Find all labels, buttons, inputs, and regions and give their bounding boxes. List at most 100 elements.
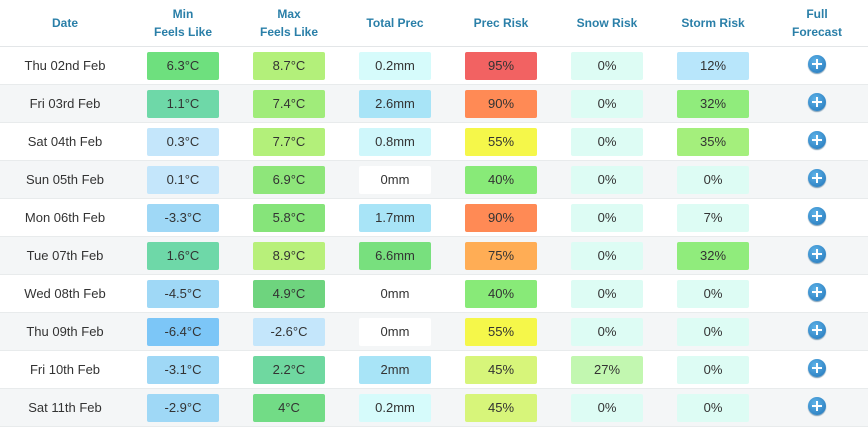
date-cell: Thu 09th Feb	[0, 312, 130, 351]
full-forecast-button[interactable]	[808, 207, 826, 225]
column-header: Max Feels Like	[236, 0, 342, 47]
value-cell: 90%	[448, 198, 554, 237]
value-box: 0%	[571, 51, 643, 80]
value-box: 45%	[465, 355, 537, 384]
full-forecast-button[interactable]	[808, 131, 826, 149]
column-header: Total Prec	[342, 0, 448, 47]
value-cell: 0%	[554, 46, 660, 85]
date-cell: Wed 08th Feb	[0, 274, 130, 313]
value-cell: 55%	[448, 312, 554, 351]
value-box: 7.4°C	[253, 89, 325, 118]
value-box: 40%	[465, 165, 537, 194]
value-cell: 0%	[554, 122, 660, 161]
full-forecast-button[interactable]	[808, 245, 826, 263]
value-box: 0.1°C	[147, 165, 219, 194]
value-box: 0%	[571, 203, 643, 232]
value-cell: 0mm	[342, 160, 448, 199]
value-cell: 40%	[448, 274, 554, 313]
value-cell: -6.4°C	[130, 312, 236, 351]
value-box: 0%	[571, 89, 643, 118]
header-text: Snow Risk	[576, 16, 638, 30]
forecast-cell	[766, 160, 868, 199]
value-box: 40%	[465, 279, 537, 308]
date-cell: Sat 11th Feb	[0, 388, 130, 427]
value-cell: 12%	[660, 46, 766, 85]
value-cell: 0%	[660, 312, 766, 351]
date-cell: Fri 03rd Feb	[0, 84, 130, 123]
value-cell: 95%	[448, 46, 554, 85]
value-cell: 0%	[660, 160, 766, 199]
value-cell: 2.2°C	[236, 350, 342, 389]
value-cell: -2.6°C	[236, 312, 342, 351]
value-box: 12%	[677, 51, 749, 80]
value-box: 6.9°C	[253, 165, 325, 194]
value-box: 2.6mm	[359, 89, 431, 118]
value-box: 4°C	[253, 393, 325, 422]
value-cell: 2.6mm	[342, 84, 448, 123]
full-forecast-button[interactable]	[808, 169, 826, 187]
full-forecast-button[interactable]	[808, 283, 826, 301]
value-box: 8.9°C	[253, 241, 325, 270]
value-box: 0%	[571, 165, 643, 194]
date-cell: Tue 07th Feb	[0, 236, 130, 275]
value-cell: 0%	[660, 350, 766, 389]
value-cell: 1.1°C	[130, 84, 236, 123]
value-box: 32%	[677, 89, 749, 118]
value-box: 0%	[677, 165, 749, 194]
full-forecast-button[interactable]	[808, 55, 826, 73]
forecast-row: Sat 11th Feb -2.9°C 4°C 0.2mm 45% 0% 0%	[0, 388, 868, 427]
value-cell: -2.9°C	[130, 388, 236, 427]
column-header: Date	[0, 0, 130, 47]
value-box: 0.8mm	[359, 127, 431, 156]
value-box: 1.7mm	[359, 203, 431, 232]
value-cell: 0%	[554, 236, 660, 275]
value-box: 2mm	[359, 355, 431, 384]
column-header: Min Feels Like	[130, 0, 236, 47]
value-cell: 40%	[448, 160, 554, 199]
value-cell: 1.7mm	[342, 198, 448, 237]
forecast-row: Sat 04th Feb 0.3°C 7.7°C 0.8mm 55% 0% 35%	[0, 122, 868, 161]
value-cell: 0.3°C	[130, 122, 236, 161]
full-forecast-button[interactable]	[808, 321, 826, 339]
date-cell: Mon 06th Feb	[0, 198, 130, 237]
value-cell: 7.7°C	[236, 122, 342, 161]
value-box: -6.4°C	[147, 317, 219, 346]
full-forecast-button[interactable]	[808, 93, 826, 111]
value-box: 0%	[571, 279, 643, 308]
forecast-cell	[766, 84, 868, 123]
value-cell: 0%	[554, 198, 660, 237]
value-box: 90%	[465, 203, 537, 232]
value-box: 0mm	[359, 165, 431, 194]
header-text: Prec Risk	[473, 16, 529, 30]
header-text: Storm Risk	[681, 16, 745, 30]
value-box: 6.6mm	[359, 241, 431, 270]
full-forecast-button[interactable]	[808, 397, 826, 415]
header-row: Date Min Feels Like Max Feels Like Total Prec…	[0, 0, 868, 47]
value-cell: 2mm	[342, 350, 448, 389]
full-forecast-button[interactable]	[808, 359, 826, 377]
value-cell: 1.6°C	[130, 236, 236, 275]
value-cell: 45%	[448, 388, 554, 427]
value-box: 1.1°C	[147, 89, 219, 118]
value-box: -4.5°C	[147, 279, 219, 308]
value-box: 7.7°C	[253, 127, 325, 156]
value-box: 0%	[677, 279, 749, 308]
value-cell: 0.8mm	[342, 122, 448, 161]
value-box: 0%	[571, 317, 643, 346]
value-cell: 0%	[554, 160, 660, 199]
forecast-cell	[766, 388, 868, 427]
value-cell: 35%	[660, 122, 766, 161]
value-box: 0.2mm	[359, 393, 431, 422]
value-box: 27%	[571, 355, 643, 384]
value-cell: 27%	[554, 350, 660, 389]
value-cell: 32%	[660, 84, 766, 123]
column-header: Storm Risk	[660, 0, 766, 47]
forecast-cell	[766, 274, 868, 313]
value-box: 0%	[677, 355, 749, 384]
value-cell: -3.1°C	[130, 350, 236, 389]
value-cell: 8.7°C	[236, 46, 342, 85]
value-cell: 0mm	[342, 274, 448, 313]
value-box: 35%	[677, 127, 749, 156]
header-text: Forecast	[791, 25, 843, 39]
value-box: 95%	[465, 51, 537, 80]
